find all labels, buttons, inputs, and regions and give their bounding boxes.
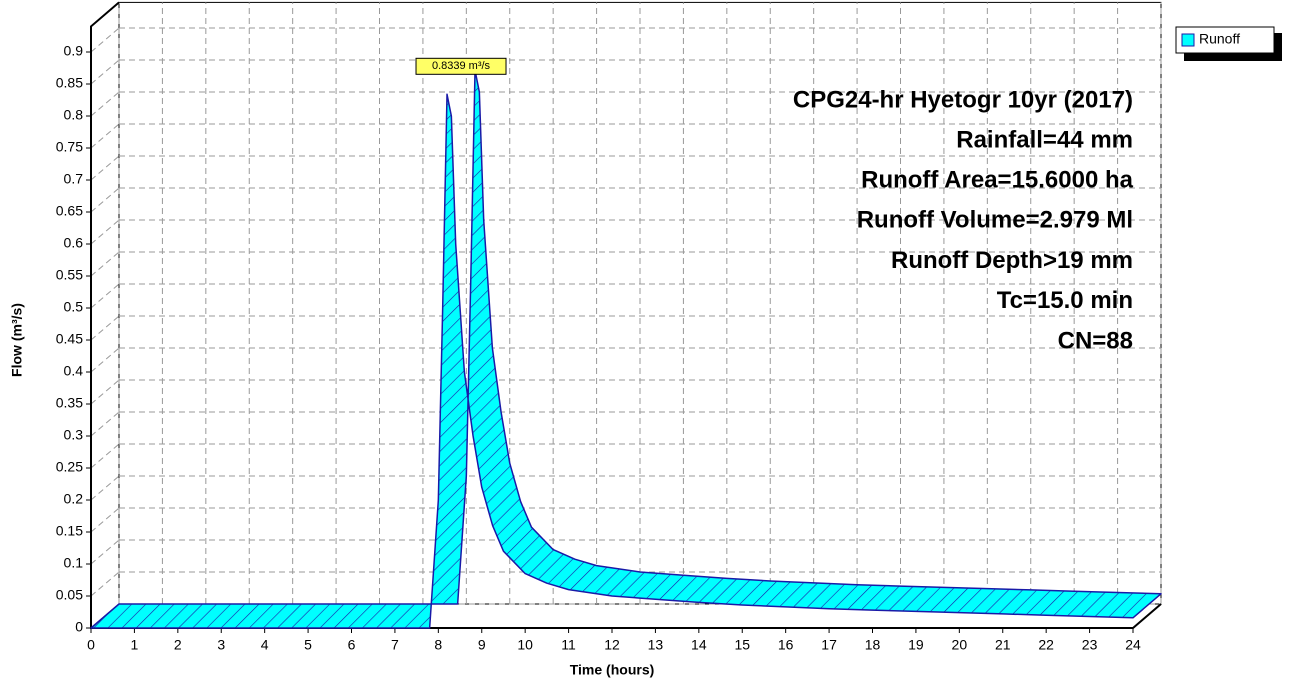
- y-tick-label: 0.8: [64, 107, 84, 123]
- x-tick-label: 12: [604, 637, 620, 653]
- grid-line: [90, 283, 120, 309]
- y-axis-label: Flow (m³/s): [9, 303, 25, 377]
- x-tick-label: 6: [348, 637, 356, 653]
- y-tick-label: 0: [75, 619, 83, 635]
- grid-line: [90, 123, 120, 149]
- y-tick-label: 0.6: [64, 235, 84, 251]
- x-tick-label: 14: [691, 637, 707, 653]
- y-tick-label: 0.05: [56, 587, 83, 603]
- runoff-ribbon: [90, 69, 1162, 629]
- x-tick-label: 1: [131, 637, 139, 653]
- y-tick-label: 0.2: [64, 491, 84, 507]
- x-tick-label: 24: [1125, 637, 1141, 653]
- grid-line: [90, 219, 120, 245]
- grid-line: [90, 539, 120, 565]
- x-tick-label: 11: [561, 637, 576, 653]
- grid-line: [90, 187, 120, 213]
- y-tick-label: 0.1: [64, 555, 84, 571]
- y-tick-label: 0.35: [56, 395, 83, 411]
- y-tick-label: 0.9: [64, 43, 84, 59]
- x-tick-label: 22: [1038, 637, 1054, 653]
- grid-line: [90, 251, 120, 277]
- grid-line: [90, 91, 120, 117]
- legend-swatch: [1181, 33, 1195, 47]
- x-tick-label: 20: [952, 637, 968, 653]
- y-tick-label: 0.45: [56, 331, 83, 347]
- peak-label: 0.8339 m³/s: [432, 60, 491, 72]
- grid-line: [90, 571, 120, 597]
- x-tick-label: 2: [174, 637, 182, 653]
- grid-line: [90, 507, 120, 533]
- chart-title: CPG24-hr Hyetogr 10yr (2017): [793, 86, 1133, 113]
- x-tick-label: 9: [478, 637, 486, 653]
- annotation: CN=88: [1058, 327, 1133, 354]
- y-tick-label: 0.15: [56, 523, 83, 539]
- x-tick-label: 7: [391, 637, 399, 653]
- annotation: Runoff Depth>19 mm: [891, 247, 1133, 274]
- y-tick-label: 0.3: [64, 427, 84, 443]
- x-tick-label: 0: [87, 637, 95, 653]
- x-tick-label: 17: [821, 637, 837, 653]
- x-tick-label: 15: [734, 637, 750, 653]
- grid-line: [90, 443, 120, 469]
- x-tick-label: 4: [261, 637, 269, 653]
- x-tick-label: 23: [1082, 637, 1098, 653]
- annotation: Runoff Volume=2.979 Ml: [857, 207, 1133, 234]
- annotation: Rainfall=44 mm: [956, 126, 1133, 153]
- y-tick-label: 0.55: [56, 267, 83, 283]
- x-tick-label: 3: [217, 637, 225, 653]
- y-tick-label: 0.75: [56, 139, 83, 155]
- legend: Runoff: [1175, 26, 1282, 61]
- grid-line: [90, 347, 120, 373]
- y-tick-label: 0.65: [56, 203, 83, 219]
- x-tick-label: 10: [517, 637, 533, 653]
- x-tick-label: 5: [304, 637, 312, 653]
- peak-label-box: [415, 57, 507, 75]
- grid-line: [90, 155, 120, 181]
- x-tick-label: 13: [648, 637, 664, 653]
- y-tick-label: 0.85: [56, 75, 83, 91]
- x-tick-label: 8: [434, 637, 442, 653]
- x-tick-label: 18: [865, 637, 881, 653]
- grid-line: [90, 379, 120, 405]
- annotation: Runoff Area=15.6000 ha: [861, 167, 1134, 194]
- y-tick-label: 0.4: [64, 363, 84, 379]
- y-tick-label: 0.25: [56, 459, 83, 475]
- grid-line: [90, 315, 120, 341]
- grid-line: [90, 59, 120, 85]
- x-tick-label: 21: [995, 637, 1011, 653]
- grid-line: [90, 411, 120, 437]
- y-tick-label: 0.5: [64, 299, 84, 315]
- x-tick-label: 16: [778, 637, 794, 653]
- y-tick-label: 0.7: [64, 171, 84, 187]
- x-axis-label: Time (hours): [570, 662, 655, 678]
- grid-line: [90, 27, 120, 53]
- legend-label: Runoff: [1199, 31, 1240, 47]
- grid-line: [90, 475, 120, 501]
- annotation: Tc=15.0 min: [997, 287, 1133, 314]
- x-tick-label: 19: [908, 637, 924, 653]
